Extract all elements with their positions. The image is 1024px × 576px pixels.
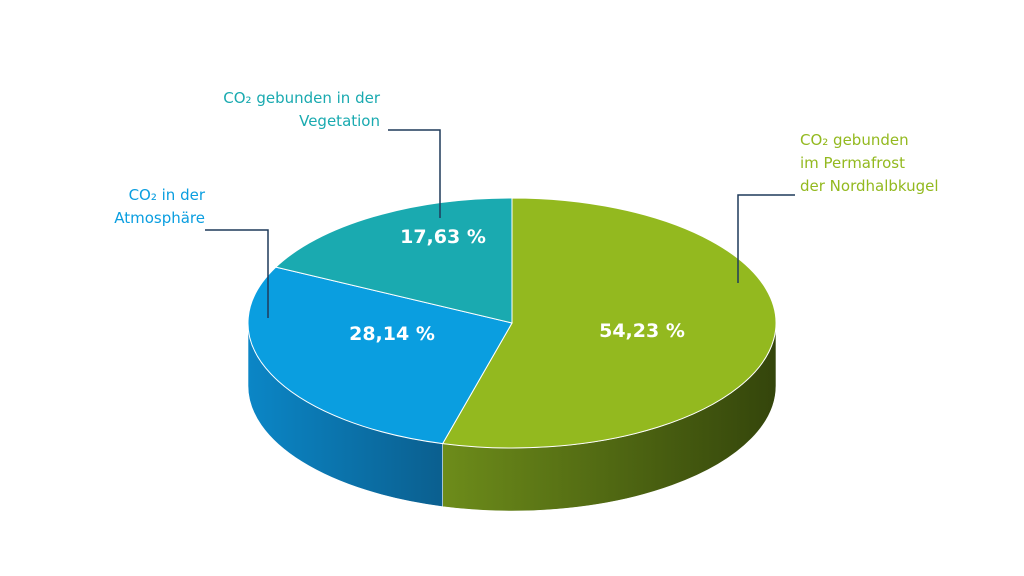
slice-label: CO₂ gebunden in der Vegetation <box>223 89 381 130</box>
slice <box>247 266 513 445</box>
leader-line <box>388 129 441 218</box>
slice <box>274 197 513 324</box>
slice <box>441 197 777 449</box>
slice-label: CO₂ in der Atmosphäre <box>114 186 206 227</box>
slice-label: CO₂ gebunden im Permafrost der Nordhalbkug… <box>800 131 939 195</box>
leader-line <box>737 194 795 283</box>
leader-line <box>205 229 269 318</box>
value-label: 54,23 % <box>599 320 685 342</box>
value-label: 28,14 % <box>349 323 435 345</box>
value-label: 17,63 % <box>400 226 486 248</box>
